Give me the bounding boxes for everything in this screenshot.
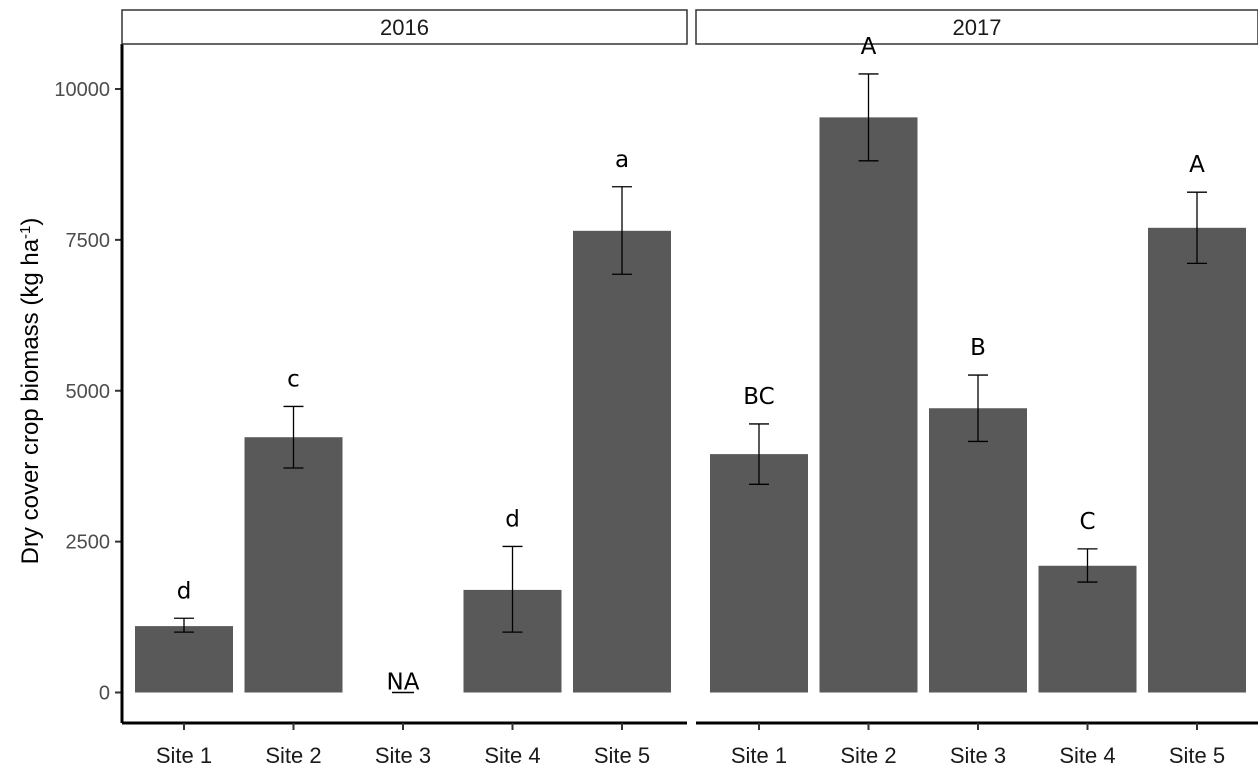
significance-label: C (1079, 509, 1095, 535)
significance-label: NA (387, 670, 420, 696)
bar (135, 626, 233, 693)
x-tick-label: Site 2 (265, 743, 321, 768)
significance-label: B (970, 335, 986, 361)
panels: 2016 d Site 1 c Site 2 NA Site 3 d Site 4 a Site 5… (121, 9, 1258, 768)
y-axis-label-close: ) (17, 218, 44, 226)
panel-strip-title: 2016 (380, 15, 429, 40)
y-axis: 0 2500 5000 7500 10000 (54, 44, 124, 723)
significance-label: d (177, 578, 192, 604)
x-tick-label: Site 3 (375, 743, 431, 768)
y-tick-label: 2500 (66, 532, 111, 554)
x-tick-label: Site 1 (156, 743, 212, 768)
significance-label: a (615, 147, 629, 173)
x-tick-label: Site 2 (840, 743, 896, 768)
y-tick-label: 5000 (66, 381, 111, 403)
y-axis-label-main: Dry cover crop biomass (kg ha (17, 238, 44, 564)
x-tick-label: Site 5 (594, 743, 650, 768)
y-tick-label: 7500 (66, 230, 111, 252)
bar (573, 230, 671, 693)
significance-label: d (505, 506, 520, 532)
panel-2017: 2017 BC Site 1 A Site 2 B Site 3 C Site 4 A Site 5 (695, 9, 1258, 768)
bar (244, 437, 343, 693)
y-axis-label-superscript: -1 (17, 226, 34, 239)
y-axis-label: Dry cover crop biomass (kg ha-1) (17, 218, 45, 565)
x-tick-label: Site 5 (1169, 743, 1225, 768)
bar (710, 454, 808, 693)
panel-strip (695, 9, 1258, 45)
panel-strip-title: 2017 (953, 15, 1002, 40)
y-tick-label: 10000 (54, 79, 110, 101)
x-tick-label: Site 3 (950, 743, 1006, 768)
bar (819, 117, 918, 693)
y-tick-label: 0 (99, 683, 110, 705)
significance-label: A (1189, 152, 1205, 178)
panel-2016: 2016 d Site 1 c Site 2 NA Site 3 d Site 4 a Site 5 (121, 9, 688, 768)
bar (1148, 227, 1246, 693)
significance-label: A (861, 34, 877, 60)
panel-strip (121, 9, 688, 45)
significance-label: c (287, 366, 300, 392)
significance-label: BC (743, 384, 774, 410)
x-tick-label: Site 4 (484, 743, 540, 768)
x-tick-label: Site 1 (731, 743, 787, 768)
x-tick-label: Site 4 (1059, 743, 1115, 768)
bar (1038, 565, 1137, 693)
bar (929, 408, 1027, 693)
